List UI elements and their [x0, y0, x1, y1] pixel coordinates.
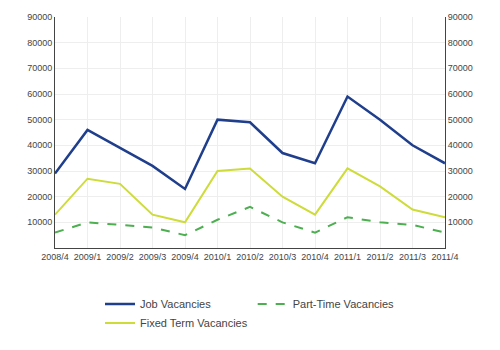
svg-text:2010/3: 2010/3: [269, 252, 297, 262]
svg-text:2009/3: 2009/3: [139, 252, 167, 262]
svg-text:Fixed Term Vacancies: Fixed Term Vacancies: [140, 317, 248, 329]
svg-text:2010/2: 2010/2: [236, 252, 264, 262]
svg-text:Part-Time Vacancies: Part-Time Vacancies: [293, 298, 394, 310]
svg-text:2009/4: 2009/4: [171, 252, 199, 262]
svg-text:20000: 20000: [27, 192, 52, 202]
svg-text:60000: 60000: [27, 89, 52, 99]
svg-text:Job Vacancies: Job Vacancies: [140, 298, 211, 310]
svg-text:2011/1: 2011/1: [334, 252, 361, 262]
svg-text:2011/2: 2011/2: [367, 252, 394, 262]
svg-text:2010/4: 2010/4: [301, 252, 329, 262]
svg-text:2009/1: 2009/1: [74, 252, 102, 262]
svg-text:30000: 30000: [27, 166, 52, 176]
svg-text:80000: 80000: [448, 38, 473, 48]
svg-text:2010/1: 2010/1: [204, 252, 232, 262]
svg-text:90000: 90000: [27, 12, 52, 22]
svg-text:80000: 80000: [27, 38, 52, 48]
svg-text:90000: 90000: [448, 12, 473, 22]
svg-text:50000: 50000: [448, 115, 473, 125]
svg-text:2008/4: 2008/4: [41, 252, 69, 262]
svg-text:50000: 50000: [27, 115, 52, 125]
svg-text:2011/4: 2011/4: [432, 252, 459, 262]
svg-text:30000: 30000: [448, 166, 473, 176]
svg-text:20000: 20000: [448, 192, 473, 202]
svg-text:70000: 70000: [448, 63, 473, 73]
svg-text:40000: 40000: [27, 140, 52, 150]
svg-text:2011/3: 2011/3: [399, 252, 426, 262]
svg-text:40000: 40000: [448, 140, 473, 150]
svg-text:60000: 60000: [448, 89, 473, 99]
svg-text:70000: 70000: [27, 63, 52, 73]
svg-text:10000: 10000: [27, 217, 52, 227]
svg-text:10000: 10000: [448, 217, 473, 227]
svg-text:2009/2: 2009/2: [106, 252, 134, 262]
